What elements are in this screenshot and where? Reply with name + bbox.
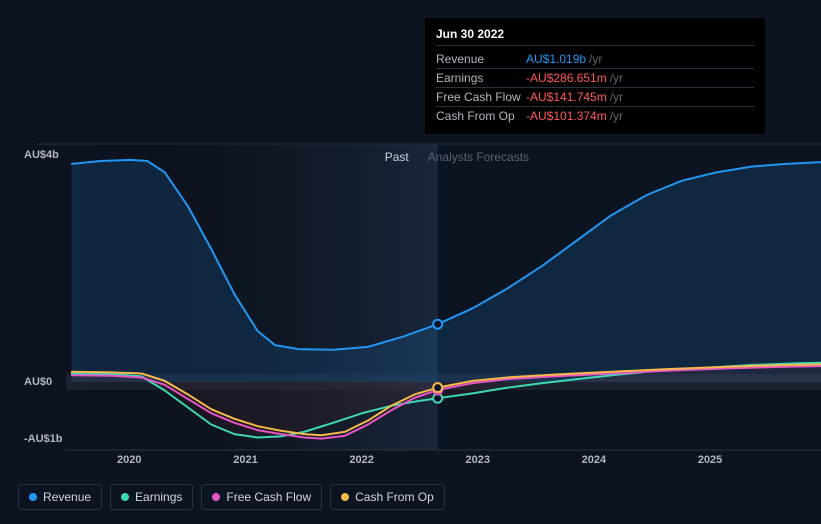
tooltip-row-unit: /yr: [610, 109, 623, 123]
tooltip-row-value: -AU$286.651m: [526, 71, 607, 85]
legend-item-label: Free Cash Flow: [226, 490, 311, 504]
tooltip-row-label: Free Cash Flow: [436, 90, 526, 104]
tooltip-date: Jun 30 2022: [436, 27, 754, 46]
tooltip-row: RevenueAU$1.019b /yr: [436, 50, 754, 69]
tooltip-row-value: -AU$141.745m: [526, 90, 607, 104]
y-tick-label: AU$0: [24, 376, 52, 388]
x-tick-label: 2020: [117, 454, 141, 466]
tooltip-row-value: -AU$101.374m: [526, 109, 607, 123]
tooltip-row-label: Revenue: [436, 52, 526, 66]
legend-swatch-icon: [121, 493, 129, 501]
legend-item[interactable]: Revenue: [18, 484, 102, 510]
legend-item[interactable]: Earnings: [110, 484, 193, 510]
forecast-region-label: Analysts Forecasts: [428, 150, 529, 164]
tooltip-row-unit: /yr: [610, 71, 623, 85]
legend-item[interactable]: Free Cash Flow: [201, 484, 322, 510]
hover-tooltip: Jun 30 2022 RevenueAU$1.019b /yrEarnings…: [425, 18, 765, 134]
legend-item[interactable]: Cash From Op: [330, 484, 445, 510]
tooltip-row-unit: /yr: [610, 90, 623, 104]
x-tick-label: 2023: [466, 454, 490, 466]
legend-swatch-icon: [341, 493, 349, 501]
tooltip-row: Cash From Op-AU$101.374m /yr: [436, 107, 754, 125]
x-tick-label: 2025: [698, 454, 722, 466]
y-tick-label: AU$4b: [24, 149, 59, 161]
tooltip-row: Earnings-AU$286.651m /yr: [436, 69, 754, 88]
tooltip-row-label: Earnings: [436, 71, 526, 85]
legend-item-label: Cash From Op: [355, 490, 434, 504]
x-tick-label: 2022: [349, 454, 373, 466]
tooltip-row: Free Cash Flow-AU$141.745m /yr: [436, 88, 754, 107]
x-tick-label: 2024: [582, 454, 606, 466]
y-tick-label: -AU$1b: [24, 433, 63, 445]
legend-item-label: Earnings: [135, 490, 182, 504]
tooltip-row-unit: /yr: [589, 52, 602, 66]
legend-swatch-icon: [29, 493, 37, 501]
tooltip-row-label: Cash From Op: [436, 109, 526, 123]
legend: Revenue Earnings Free Cash Flow Cash From O…: [18, 484, 445, 510]
tooltip-row-value: AU$1.019b: [526, 52, 586, 66]
legend-swatch-icon: [212, 493, 220, 501]
legend-item-label: Revenue: [43, 490, 91, 504]
x-tick-label: 2021: [233, 454, 257, 466]
past-region-label: Past: [385, 150, 409, 164]
